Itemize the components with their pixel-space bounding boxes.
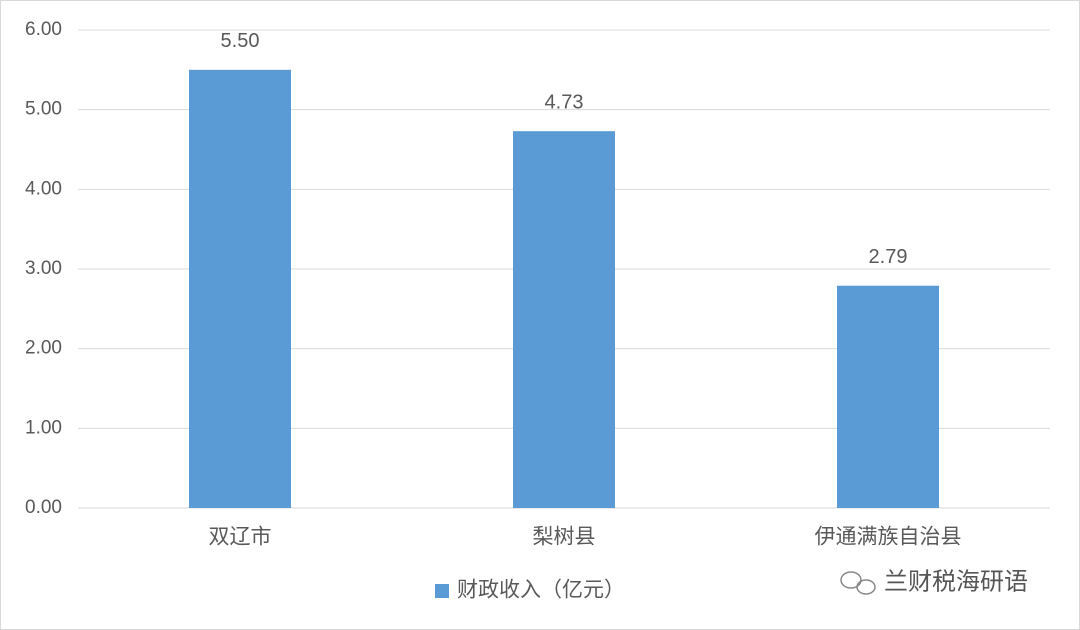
- bar: [837, 285, 939, 508]
- watermark-icon: [840, 571, 876, 595]
- y-tick-label: 4.00: [25, 178, 62, 199]
- legend-swatch: [435, 584, 449, 598]
- y-tick-label: 6.00: [25, 19, 62, 40]
- x-tick-label: 梨树县: [533, 526, 596, 549]
- watermark: 兰财税海研语: [884, 568, 1028, 595]
- legend-label: 财政收入（亿元）: [457, 579, 625, 602]
- x-tick-label: 伊通满族自治县: [815, 526, 962, 549]
- bar: [189, 69, 291, 508]
- x-tick-label: 双辽市: [209, 526, 272, 549]
- data-label: 4.73: [545, 91, 584, 113]
- y-tick-label: 0.00: [25, 497, 62, 518]
- data-label: 2.79: [869, 246, 908, 268]
- bar: [513, 131, 615, 508]
- data-label: 5.50: [221, 30, 260, 52]
- y-tick-label: 1.00: [25, 417, 62, 438]
- y-tick-label: 3.00: [25, 258, 62, 279]
- y-tick-label: 5.00: [25, 99, 62, 120]
- y-tick-label: 2.00: [25, 338, 62, 359]
